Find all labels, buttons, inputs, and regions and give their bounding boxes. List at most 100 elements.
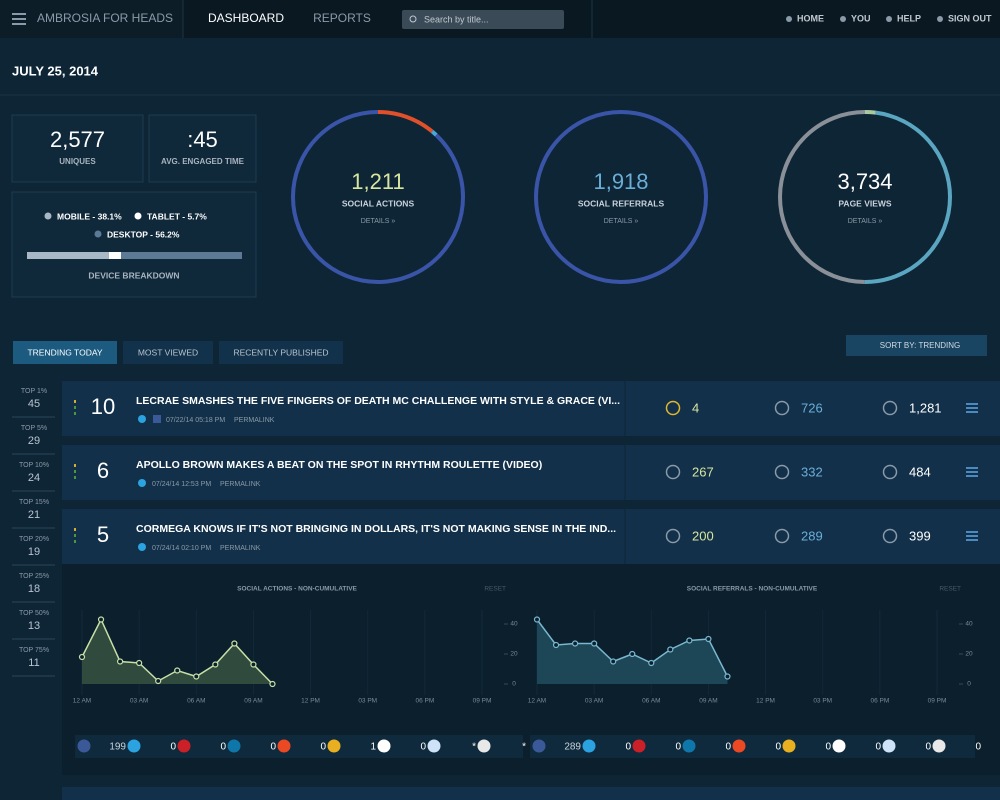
permalink[interactable]: PERMALINK xyxy=(220,481,261,488)
brand-area xyxy=(0,0,183,38)
x-tick-label: 09 PM xyxy=(473,698,492,705)
article-title[interactable]: LECRAE SMASHES THE FIVE FINGERS OF DEATH… xyxy=(136,395,620,407)
article-date: 07/24/14 02:10 PM xyxy=(152,545,211,552)
tab-label: TRENDING TODAY xyxy=(27,347,102,357)
share-count: 0 xyxy=(220,742,226,753)
article-row[interactable] xyxy=(62,381,1000,436)
x-tick-label: 03 PM xyxy=(358,698,377,705)
sort-label: SORT BY: TRENDING xyxy=(880,341,960,350)
metric-icon xyxy=(774,528,790,544)
percentile-label: TOP 10% xyxy=(19,462,49,469)
row-menu xyxy=(966,475,978,477)
share-count: 0 xyxy=(725,742,731,753)
tab[interactable] xyxy=(13,341,117,364)
tab-label: MOST VIEWED xyxy=(138,347,198,357)
article-title[interactable]: CORMEGA KNOWS IF IT'S NOT BRINGING IN DO… xyxy=(136,523,616,535)
twitter-icon xyxy=(138,415,146,423)
row-menu[interactable] xyxy=(966,531,978,533)
point xyxy=(174,667,181,674)
x-tick-label: 06 PM xyxy=(870,698,889,705)
nav-link[interactable]: HOME xyxy=(797,13,824,23)
article-row[interactable] xyxy=(62,445,1000,500)
details-link[interactable]: DETAILS » xyxy=(604,218,639,225)
percentile-label: TOP 20% xyxy=(19,536,49,543)
menu-icon[interactable] xyxy=(12,13,26,25)
x-tick-label: 12 PM xyxy=(301,698,320,705)
sort-button[interactable] xyxy=(846,335,987,356)
point xyxy=(591,640,598,647)
ring-segment xyxy=(534,110,708,284)
x-tick-label: 06 AM xyxy=(187,698,205,705)
point xyxy=(212,661,219,668)
y-tick-label: 20 xyxy=(965,651,973,658)
row-menu[interactable] xyxy=(966,467,978,469)
legend-dot xyxy=(94,230,102,238)
percentile-value: 45 xyxy=(28,398,40,410)
search-placeholder: Search by title... xyxy=(424,14,489,24)
article-title[interactable]: APOLLO BROWN MAKES A BEAT ON THE SPOT IN… xyxy=(136,459,542,471)
search-box[interactable] xyxy=(402,10,564,29)
metric-value: 399 xyxy=(909,528,931,543)
share-count: * xyxy=(472,742,476,753)
panel xyxy=(148,114,257,183)
legend-dot xyxy=(44,212,52,220)
nav-link[interactable]: HELP xyxy=(897,13,921,23)
share-icon xyxy=(427,739,441,753)
reset-link[interactable]: RESET xyxy=(484,586,506,593)
ring-label: SOCIAL REFERRALS xyxy=(578,198,665,208)
share-icon xyxy=(377,739,391,753)
ring-value: 3,734 xyxy=(837,169,892,194)
chart-title: SOCIAL ACTIONS - NON-CUMULATIVE xyxy=(237,586,357,593)
reset-link[interactable]: RESET xyxy=(939,586,961,593)
menu-line xyxy=(12,13,26,15)
trend-dot xyxy=(74,412,76,415)
details-link[interactable]: DETAILS » xyxy=(848,218,883,225)
share-icon xyxy=(77,739,91,753)
share-count: 0 xyxy=(875,742,881,753)
tab[interactable] xyxy=(123,341,213,364)
metric-icon xyxy=(774,464,790,480)
point xyxy=(97,616,105,623)
nav-link[interactable]: SIGN OUT xyxy=(948,13,992,23)
nav-icon xyxy=(886,16,892,22)
x-tick-label: 06 AM xyxy=(642,698,660,705)
percentile-value: 11 xyxy=(28,657,39,669)
details-link[interactable]: DETAILS » xyxy=(361,218,396,225)
share-icon xyxy=(477,739,491,753)
share-icon xyxy=(227,739,241,753)
share-count: 0 xyxy=(270,742,276,753)
point xyxy=(250,661,257,668)
tab[interactable] xyxy=(219,341,343,364)
share-icon xyxy=(127,739,141,753)
ring-label: PAGE VIEWS xyxy=(838,198,892,208)
share-icon xyxy=(177,739,191,753)
row-menu xyxy=(966,407,978,409)
brand: AMBROSIA FOR HEADS xyxy=(37,11,173,25)
trend-dot xyxy=(74,464,76,467)
metric-icon xyxy=(665,528,681,544)
metric-icon xyxy=(774,400,790,416)
share-count: 0 xyxy=(625,742,631,753)
nav-tab[interactable]: DASHBOARD xyxy=(208,11,284,25)
row-menu[interactable] xyxy=(966,403,978,405)
metric-value: 200 xyxy=(692,528,714,543)
legend-label: DESKTOP - 56.2% xyxy=(107,229,180,239)
device-bar xyxy=(108,252,122,259)
share-count: 199 xyxy=(109,742,126,753)
row-menu xyxy=(966,411,978,413)
permalink[interactable]: PERMALINK xyxy=(220,545,261,552)
permalink[interactable]: PERMALINK xyxy=(234,417,275,424)
nav-link[interactable]: YOU xyxy=(851,13,871,23)
article-date: 07/24/14 12:53 PM xyxy=(152,481,211,488)
metric-value: 484 xyxy=(909,464,931,479)
share-icon xyxy=(782,739,796,753)
share-count: 0 xyxy=(925,742,931,753)
x-tick-label: 09 AM xyxy=(244,698,262,705)
trend-dot xyxy=(74,470,76,473)
ring-segment xyxy=(778,110,952,284)
article-row[interactable] xyxy=(62,509,1000,564)
nav-tab[interactable]: REPORTS xyxy=(313,11,371,25)
metric-icon xyxy=(882,464,898,480)
